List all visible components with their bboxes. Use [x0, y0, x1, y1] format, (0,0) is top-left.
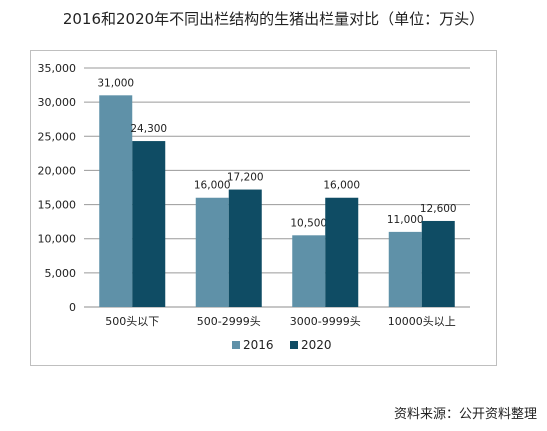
source-note: 资料来源：公开资料整理 — [393, 407, 537, 422]
y-tick-label: 30,000 — [38, 96, 77, 109]
data-label: 24,300 — [130, 123, 167, 135]
chart-title: 2016和2020年不同出栏结构的生猪出栏量对比（单位：万头） — [62, 10, 485, 28]
data-label: 31,000 — [97, 77, 134, 89]
x-tick-label: 500头以下 — [105, 315, 159, 328]
legend-label-2020: 2020 — [301, 338, 332, 352]
bar-2016 — [99, 95, 133, 307]
bar-2016 — [195, 197, 229, 307]
y-tick-label: 15,000 — [38, 199, 77, 212]
data-label: 12,600 — [420, 203, 457, 215]
y-tick-label: 25,000 — [38, 130, 77, 143]
data-label: 16,000 — [323, 180, 360, 192]
data-label: 11,000 — [387, 214, 424, 226]
data-label: 16,000 — [194, 180, 231, 192]
data-label: 17,200 — [227, 172, 264, 184]
legend-label-2016: 2016 — [243, 338, 274, 352]
bar-2020 — [132, 141, 166, 307]
bar-2020 — [228, 189, 262, 307]
data-label: 10,500 — [290, 217, 327, 229]
x-tick-label: 10000头以上 — [388, 315, 456, 328]
bar-2016 — [292, 235, 326, 307]
chart-frame — [30, 50, 497, 366]
legend-swatch-2020 — [290, 341, 298, 349]
y-tick-label: 5,000 — [45, 267, 77, 280]
y-tick-label: 35,000 — [38, 62, 77, 75]
y-tick-label: 20,000 — [38, 164, 77, 177]
x-tick-label: 3000-9999头 — [290, 315, 361, 328]
bar-2020 — [421, 220, 455, 307]
y-tick-label: 10,000 — [38, 233, 77, 246]
bar-2020 — [325, 197, 359, 307]
legend-swatch-2016 — [232, 341, 240, 349]
x-tick-label: 500-2999头 — [197, 315, 261, 328]
bar-2016 — [388, 231, 422, 307]
y-tick-label: 0 — [69, 301, 76, 314]
